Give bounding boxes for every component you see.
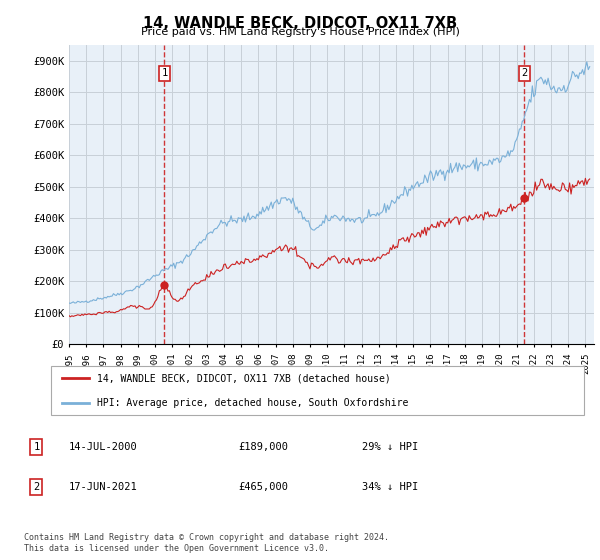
- Text: 2: 2: [33, 482, 40, 492]
- Text: 2: 2: [521, 68, 527, 78]
- Text: 29% ↓ HPI: 29% ↓ HPI: [362, 442, 419, 452]
- Text: £465,000: £465,000: [238, 482, 289, 492]
- Text: 1: 1: [33, 442, 40, 452]
- Text: Contains HM Land Registry data © Crown copyright and database right 2024.
This d: Contains HM Land Registry data © Crown c…: [24, 533, 389, 553]
- Text: 34% ↓ HPI: 34% ↓ HPI: [362, 482, 419, 492]
- FancyBboxPatch shape: [50, 366, 584, 415]
- Text: Price paid vs. HM Land Registry's House Price Index (HPI): Price paid vs. HM Land Registry's House …: [140, 27, 460, 37]
- Text: 14-JUL-2000: 14-JUL-2000: [69, 442, 138, 452]
- Text: £189,000: £189,000: [238, 442, 289, 452]
- Text: 1: 1: [161, 68, 167, 78]
- Text: 14, WANDLE BECK, DIDCOT, OX11 7XB (detached house): 14, WANDLE BECK, DIDCOT, OX11 7XB (detac…: [97, 374, 391, 384]
- Text: 17-JUN-2021: 17-JUN-2021: [69, 482, 138, 492]
- Text: 14, WANDLE BECK, DIDCOT, OX11 7XB: 14, WANDLE BECK, DIDCOT, OX11 7XB: [143, 16, 457, 31]
- Text: HPI: Average price, detached house, South Oxfordshire: HPI: Average price, detached house, Sout…: [97, 398, 408, 408]
